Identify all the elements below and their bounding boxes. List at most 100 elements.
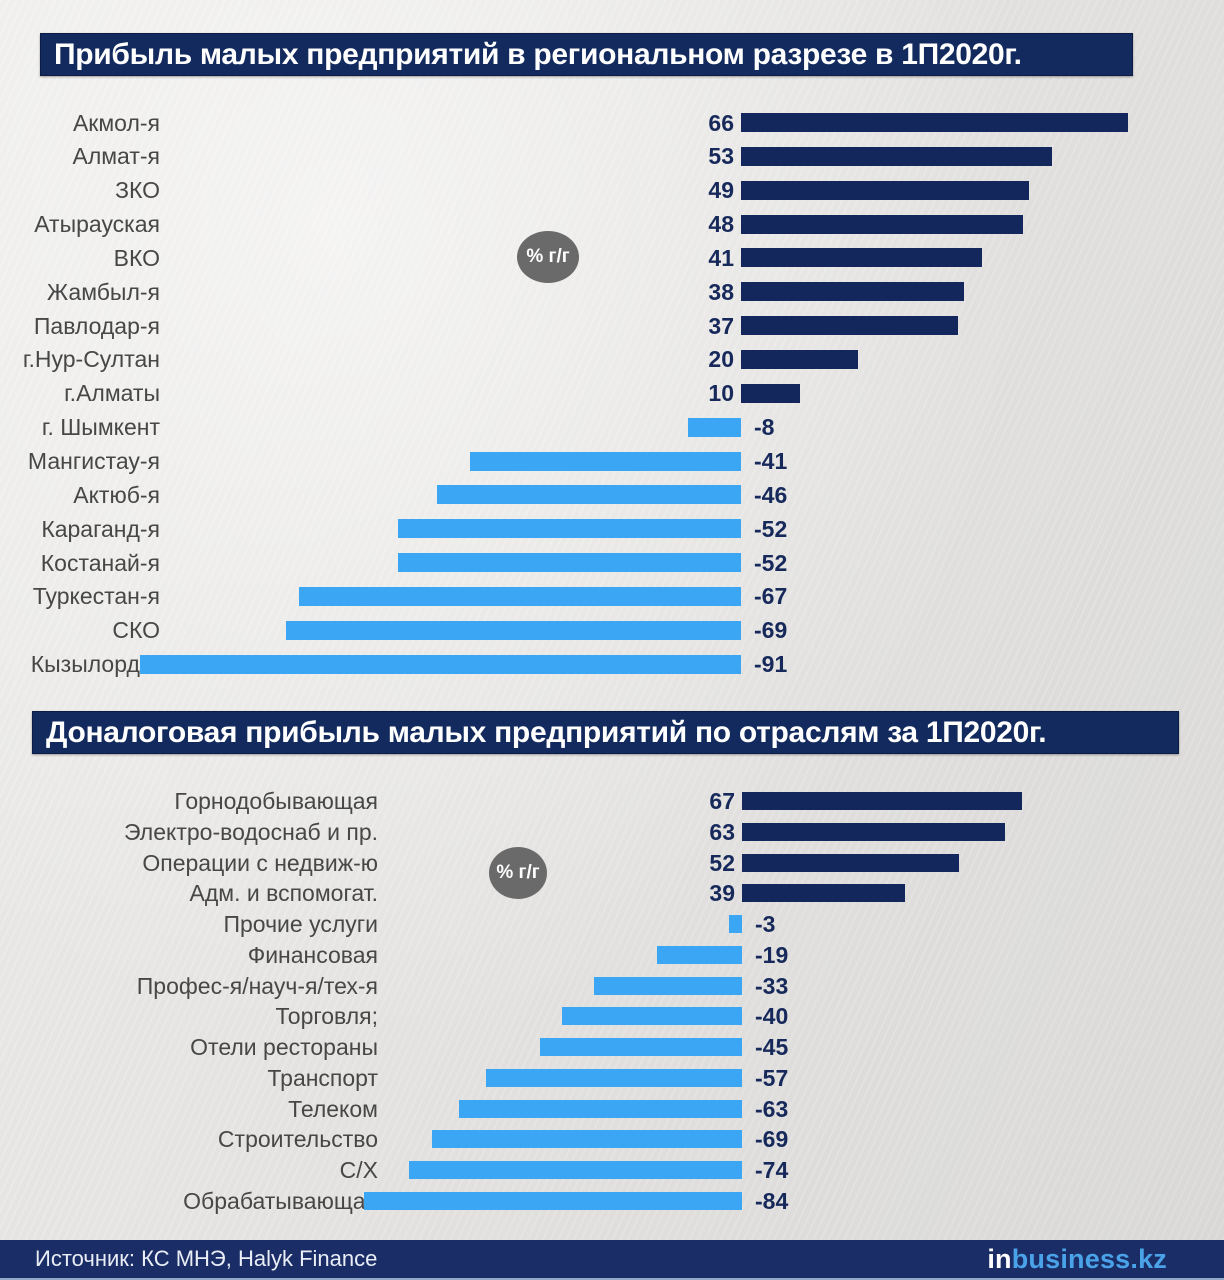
bar	[741, 282, 965, 302]
category-label: ЗКО	[115, 177, 160, 204]
value-label: -45	[755, 1034, 789, 1060]
bar	[562, 1007, 742, 1026]
value-label: 53	[708, 143, 734, 170]
bar	[285, 620, 741, 640]
category-label: Караганд-я	[41, 515, 160, 542]
bar	[485, 1068, 742, 1087]
category-label: Туркестан-я	[32, 583, 160, 610]
value-label: -57	[755, 1064, 789, 1091]
category-label: Профес-я/науч-я/тех-я	[136, 972, 378, 999]
value-label: -63	[755, 1095, 789, 1122]
chart2-title: Доналоговая прибыль малых предприятий по…	[32, 711, 1179, 754]
value-label: 37	[708, 312, 734, 339]
value-label: 38	[708, 278, 734, 305]
bar	[409, 1161, 742, 1179]
category-label: г.Нур-Султан	[22, 346, 160, 373]
chart1-title: Прибыль малых предприятий в региональном…	[40, 33, 1133, 76]
bar	[458, 1099, 742, 1118]
value-label: 39	[709, 880, 735, 907]
value-label: -40	[755, 1003, 789, 1030]
category-label: Отели рестораны	[190, 1034, 378, 1060]
value-label: -3	[755, 911, 776, 937]
inbusiness-logo: inbusiness.kz	[987, 1240, 1167, 1278]
bar	[593, 976, 742, 995]
category-label: Атырауская	[34, 211, 160, 238]
category-label: Актюб-я	[73, 481, 160, 508]
bar	[298, 586, 741, 606]
category-label: Телеком	[288, 1095, 378, 1122]
bar	[397, 553, 741, 573]
bar	[437, 485, 741, 505]
value-label: 52	[709, 849, 735, 876]
bar	[431, 1130, 742, 1149]
bar	[397, 519, 741, 539]
chart1-unit-badge: % г/г	[517, 231, 579, 283]
category-label: Обрабатывающая	[183, 1187, 378, 1214]
bar	[656, 945, 742, 964]
value-label: 41	[708, 244, 734, 271]
value-label: 20	[708, 346, 734, 373]
bar	[742, 884, 906, 903]
bar	[741, 248, 982, 268]
category-label: Кызылорд-я	[30, 651, 160, 678]
value-label: -41	[754, 448, 788, 474]
category-label: Адм. и вспомогат.	[189, 880, 378, 907]
bar	[688, 417, 741, 437]
footer-bar: Источник: КС МНЭ, Halyk Finance inbusine…	[0, 1240, 1224, 1280]
value-label: -8	[754, 414, 775, 441]
bar	[741, 146, 1053, 166]
category-label: г. Шымкент	[41, 414, 160, 441]
bar	[741, 316, 959, 336]
category-label: Финансовая	[247, 941, 378, 968]
value-label: 10	[708, 380, 734, 407]
category-label: г.Алматы	[64, 380, 160, 407]
category-label: Электро-водоснаб и пр.	[124, 818, 378, 845]
category-label: С/Х	[339, 1157, 378, 1183]
bar	[741, 383, 800, 403]
value-label: -52	[754, 515, 788, 542]
category-label: Алмат-я	[72, 143, 160, 170]
value-label: -91	[754, 651, 788, 678]
category-label: ВКО	[113, 244, 160, 271]
value-label: -33	[755, 972, 789, 999]
value-label: -52	[754, 549, 788, 576]
category-label: Мангистау-я	[27, 448, 160, 474]
category-label: Строительство	[217, 1126, 378, 1153]
chart2-unit-badge: % г/г	[489, 847, 547, 899]
category-label: СКО	[112, 617, 160, 644]
category-label: Транспорт	[267, 1064, 378, 1091]
value-label: -19	[755, 941, 789, 968]
value-label: -84	[755, 1187, 789, 1214]
bar	[140, 654, 741, 674]
value-label: -67	[754, 583, 788, 610]
value-label: -69	[754, 617, 788, 644]
category-label: Операции с недвиж-ю	[142, 849, 378, 876]
value-label: -69	[755, 1126, 789, 1153]
value-label: 48	[708, 211, 734, 238]
category-label: Горнодобывающая	[174, 788, 378, 814]
bar	[741, 113, 1129, 132]
bar	[742, 853, 960, 872]
category-label: Костанай-я	[40, 549, 160, 576]
bar	[741, 214, 1023, 234]
logo-suffix: business.kz	[1011, 1244, 1167, 1274]
bar	[741, 349, 859, 369]
value-label: 49	[708, 177, 734, 204]
category-label: Жамбыл-я	[46, 278, 160, 305]
bar	[470, 451, 741, 471]
bar	[539, 1038, 742, 1056]
logo-prefix: in	[987, 1244, 1012, 1274]
value-label: -74	[755, 1157, 789, 1183]
value-label: -46	[754, 481, 788, 508]
source-text: Источник: КС МНЭ, Halyk Finance	[35, 1246, 378, 1271]
bar	[741, 180, 1029, 200]
bar	[742, 792, 1023, 810]
value-label: 63	[709, 818, 735, 845]
value-label: 66	[708, 109, 734, 136]
bar	[364, 1191, 742, 1210]
bar	[742, 822, 1006, 841]
category-label: Прочие услуги	[223, 911, 378, 937]
value-label: 67	[709, 788, 735, 814]
category-label: Павлодар-я	[33, 312, 160, 339]
